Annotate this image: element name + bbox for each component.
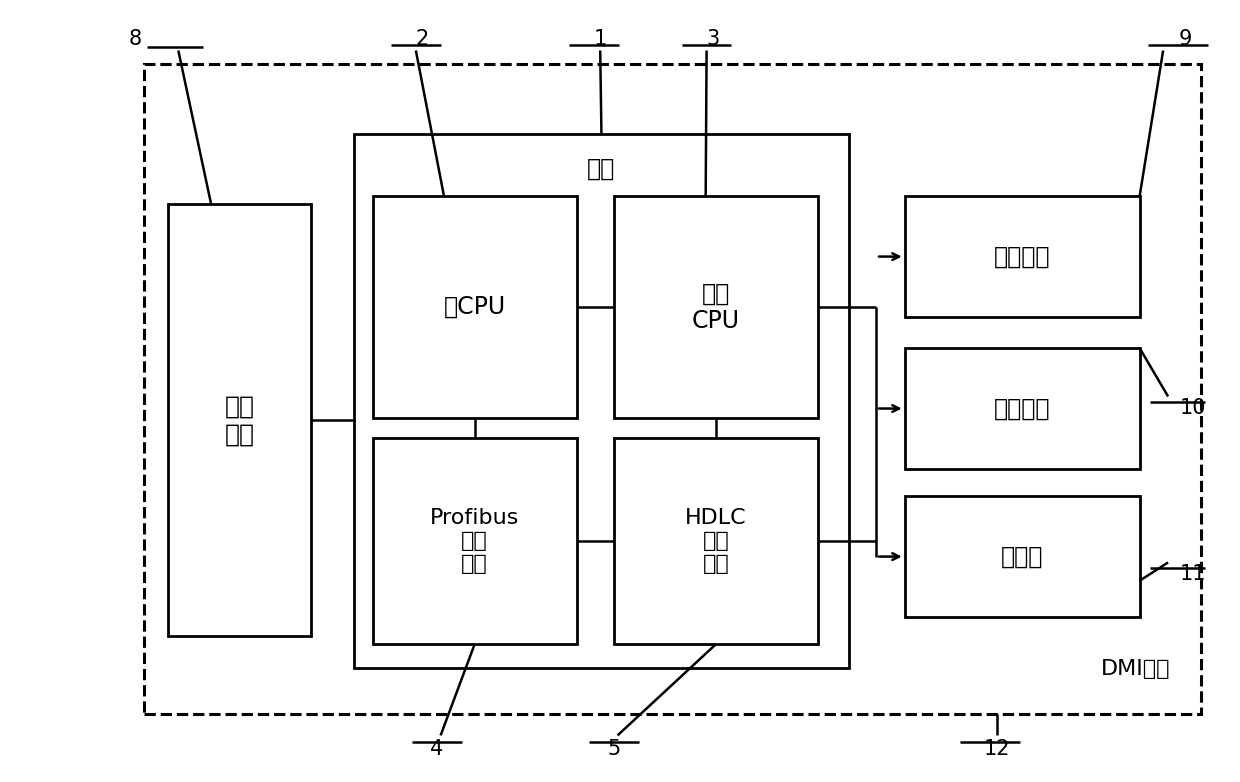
- Text: 9: 9: [1179, 29, 1192, 48]
- Text: 1: 1: [594, 29, 606, 48]
- Text: 8: 8: [129, 29, 141, 48]
- Bar: [144, 63, 1202, 715]
- Text: HDLC
协议
模块: HDLC 协议 模块: [684, 508, 746, 574]
- Bar: [353, 134, 849, 668]
- Bar: [169, 204, 311, 637]
- Bar: [372, 438, 577, 644]
- Bar: [904, 497, 1140, 617]
- Text: 显示模块: 显示模块: [993, 245, 1050, 268]
- Text: 11: 11: [1179, 564, 1207, 584]
- Text: 扬声器: 扬声器: [1001, 544, 1043, 569]
- Bar: [614, 196, 818, 418]
- Text: 通信
CPU: 通信 CPU: [692, 282, 740, 333]
- Bar: [614, 438, 818, 644]
- Text: 主CPU: 主CPU: [444, 296, 506, 319]
- Bar: [904, 348, 1140, 469]
- Bar: [904, 196, 1140, 317]
- Text: 10: 10: [1179, 398, 1207, 418]
- Text: 电源
模块: 电源 模块: [224, 394, 254, 446]
- Text: DMI框体: DMI框体: [1101, 659, 1171, 680]
- Text: 12: 12: [985, 740, 1011, 759]
- Text: Profibus
协议
模块: Profibus 协议 模块: [430, 508, 520, 574]
- Text: 金属键盘: 金属键盘: [993, 396, 1050, 421]
- Text: 主板: 主板: [588, 157, 615, 181]
- Text: 4: 4: [430, 740, 444, 759]
- Bar: [372, 196, 577, 418]
- Text: 3: 3: [706, 29, 719, 48]
- Text: 2: 2: [415, 29, 429, 48]
- Text: 5: 5: [608, 740, 620, 759]
